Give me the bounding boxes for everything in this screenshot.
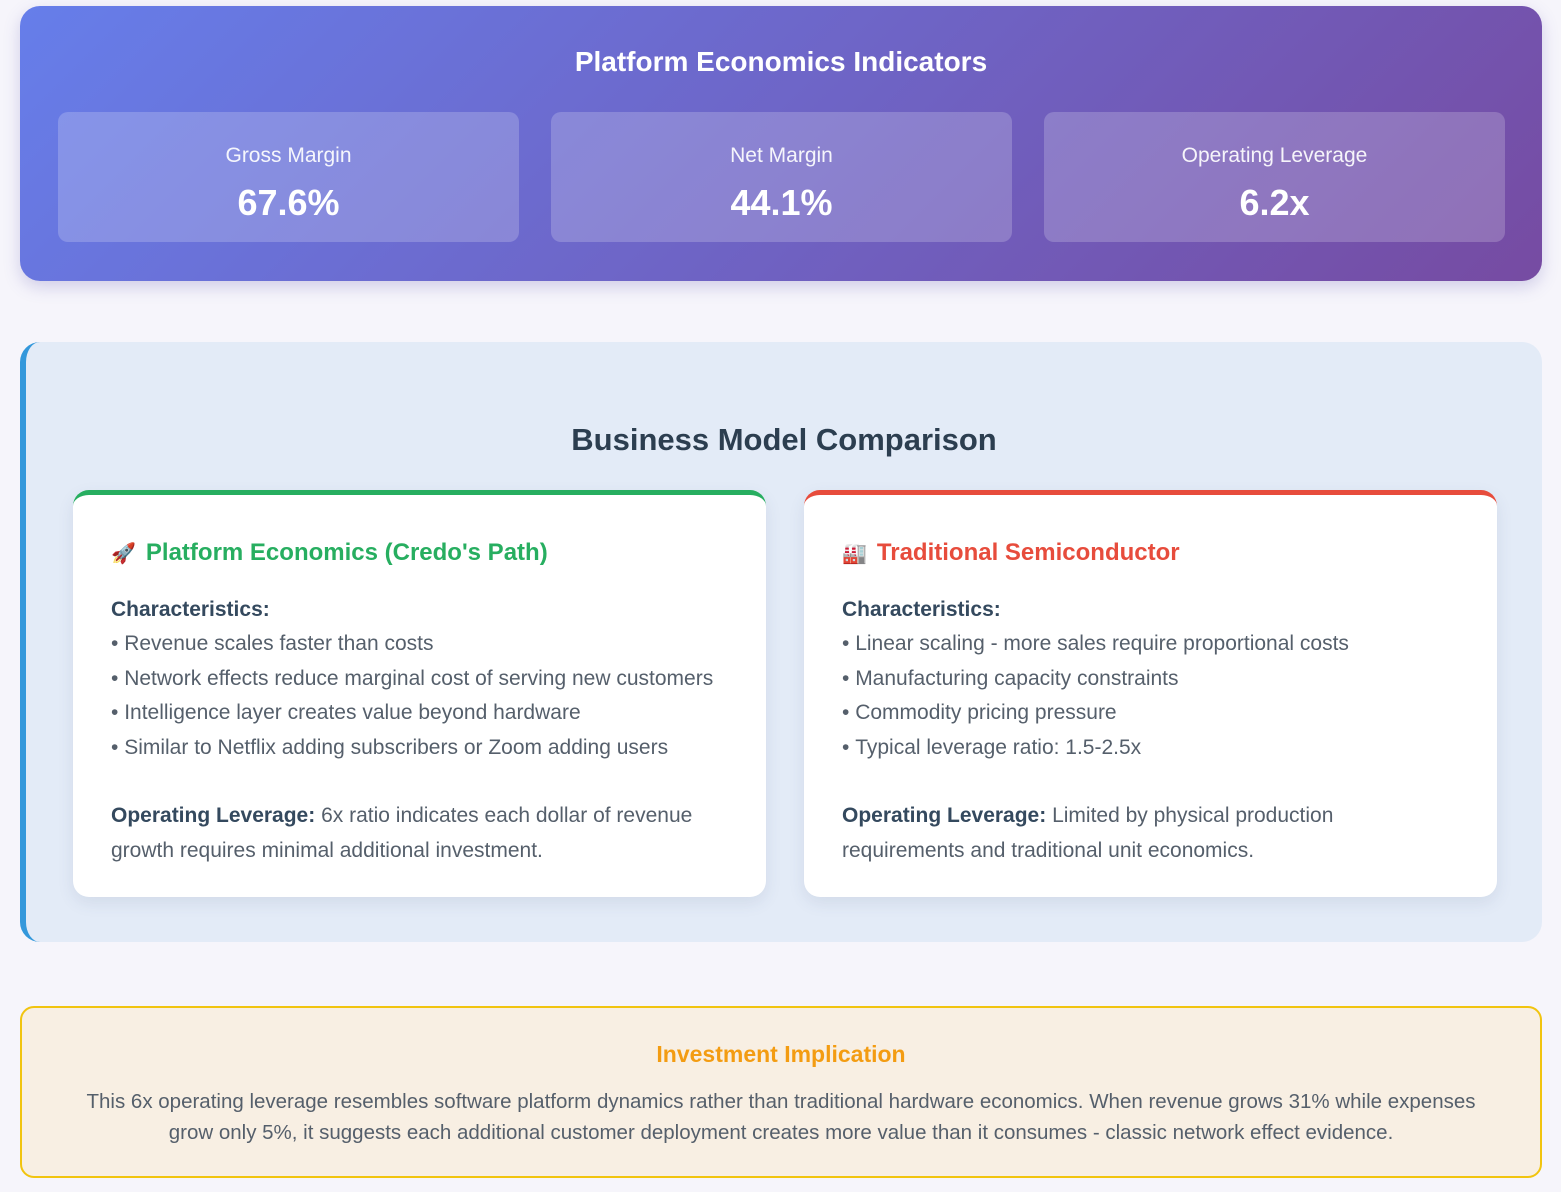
bullet: Linear scaling - more sales require prop… xyxy=(842,627,1459,662)
comparison-title: Business Model Comparison xyxy=(571,422,997,457)
metric-card: Net Margin 44.1% xyxy=(551,112,1012,242)
bullet-list: Revenue scales faster than costsNetwork … xyxy=(111,627,728,765)
bullet: Manufacturing capacity constraints xyxy=(842,662,1459,697)
bullet: Revenue scales faster than costs xyxy=(111,627,728,662)
bullet: Network effects reduce marginal cost of … xyxy=(111,662,728,697)
indicators-panel: Platform Economics Indicators Gross Marg… xyxy=(20,6,1542,281)
implication-panel: Investment Implication This 6x operating… xyxy=(20,1006,1542,1178)
leverage-note: Operating Leverage: 6x ratio indicates e… xyxy=(111,798,728,868)
implication-text: This 6x operating leverage resembles sof… xyxy=(86,1090,1476,1144)
model-card: 🚀 Platform Economics (Credo's Path) Charac… xyxy=(73,490,766,897)
metric-value: 6.2x xyxy=(1239,182,1310,223)
comparison-panel: Business Model Comparison 🚀 Platform Econ… xyxy=(20,342,1542,942)
model-card: 🏭 Traditional Semiconductor Characteristic… xyxy=(804,490,1497,897)
bullet: Commodity pricing pressure xyxy=(842,696,1459,731)
card-title-text: Traditional Semiconductor xyxy=(876,539,1180,566)
bullet: Similar to Netflix adding subscribers or… xyxy=(111,731,728,766)
leverage-label: Operating Leverage: xyxy=(111,804,316,827)
card-title-text: Platform Economics (Credo's Path) xyxy=(145,539,548,566)
metric-card: Operating Leverage 6.2x xyxy=(1044,112,1505,242)
metric-label: Net Margin xyxy=(730,144,833,167)
metric-value: 44.1% xyxy=(730,182,833,223)
leverage-text: 6x ratio indicates each dollar of revenu… xyxy=(111,804,693,862)
bullet: Typical leverage ratio: 1.5-2.5x xyxy=(842,731,1459,766)
bullet: Intelligence layer creates value beyond … xyxy=(111,696,728,731)
indicators-title: Platform Economics Indicators xyxy=(574,46,988,77)
bullet-list: Linear scaling - more sales require prop… xyxy=(842,627,1459,765)
metric-label: Gross Margin xyxy=(225,144,352,167)
metric-card: Gross Margin 67.6% xyxy=(58,112,519,242)
card-subtitle: Characteristics: xyxy=(111,598,270,621)
leverage-label: Operating Leverage: xyxy=(842,804,1047,827)
card-title: 🏭 Traditional Semiconductor xyxy=(842,539,1459,567)
metric-label: Operating Leverage xyxy=(1181,144,1368,167)
implication-title: Investment Implication xyxy=(656,1041,906,1067)
leverage-text: Limited by physical production requireme… xyxy=(842,804,1334,862)
card-icon: 🚀 xyxy=(111,543,136,565)
card-title: 🚀 Platform Economics (Credo's Path) xyxy=(111,539,728,567)
leverage-note: Operating Leverage: Limited by physical … xyxy=(842,798,1459,868)
card-icon: 🏭 xyxy=(842,543,867,565)
metric-value: 67.6% xyxy=(237,182,340,223)
card-subtitle: Characteristics: xyxy=(842,598,1001,621)
